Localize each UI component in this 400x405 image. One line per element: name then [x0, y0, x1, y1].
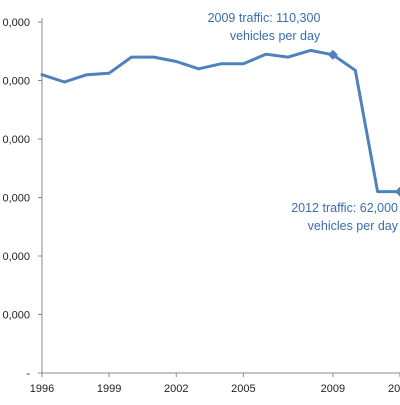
x-tick-label: 2002 — [164, 383, 188, 395]
x-tick-label: 1999 — [97, 383, 121, 395]
y-tick-label: 0,000 — [2, 17, 30, 29]
y-tick-label: 0,000 — [2, 193, 30, 205]
y-tick-label: 0,000 — [2, 76, 30, 88]
y-tick-label: 0,000 — [2, 310, 30, 322]
x-tick-label: 2005 — [231, 383, 255, 395]
x-tick-label: 20 — [388, 383, 400, 395]
x-tick-label: 2009 — [321, 383, 345, 395]
y-tick-label: 0,000 — [2, 134, 30, 146]
annotation-2009-line1: 2009 traffic: 110,300 — [208, 11, 321, 25]
y-tick-label: - — [26, 368, 30, 380]
annotation-2012-line2: vehicles per day — [308, 219, 399, 233]
series-line — [40, 48, 400, 194]
x-axis-ticks: 1996 1999 2002 2005 2009 20 — [30, 373, 400, 395]
x-tick-label: 1996 — [30, 383, 54, 395]
y-tick-label: 0,000 — [2, 251, 30, 263]
annotation-2012-line1: 2012 traffic: 62,000 — [291, 201, 398, 215]
annotation-2009-line2: vehicles per day — [230, 29, 321, 43]
marker-2012 — [395, 186, 400, 197]
y-axis-ticks: - 0,000 0,000 0,000 0,000 0,000 0,000 — [2, 17, 42, 380]
marker-2009 — [327, 49, 338, 60]
markers — [327, 49, 400, 197]
